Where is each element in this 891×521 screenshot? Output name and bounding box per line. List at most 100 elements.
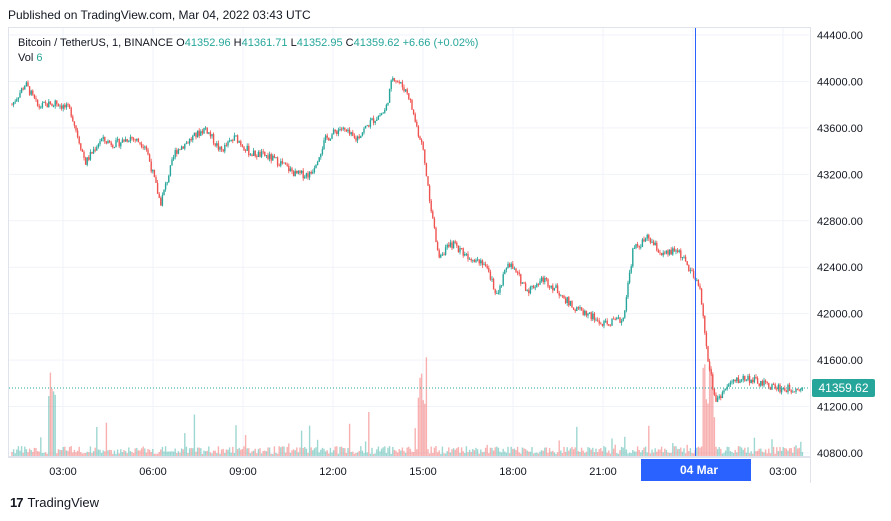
- candle-body: [244, 150, 247, 152]
- volume-bar: [513, 448, 516, 456]
- volume-bar: [732, 453, 735, 456]
- candle-body: [339, 128, 341, 130]
- volume-bar: [430, 446, 432, 456]
- volume-bar: [35, 448, 37, 456]
- volume-bar: [182, 449, 184, 456]
- candle-body: [134, 139, 136, 141]
- volume-bar: [208, 446, 210, 456]
- candle-body: [80, 143, 82, 150]
- volume-bar: [233, 453, 236, 456]
- volume-bar: [332, 450, 335, 456]
- current-price-badge: 41359.62: [812, 379, 875, 398]
- volume-bar: [33, 447, 36, 456]
- candle-body: [289, 168, 292, 172]
- volume-bar: [249, 453, 252, 456]
- volume-bar: [467, 452, 469, 456]
- candle-body: [689, 270, 692, 272]
- candle-body: [593, 313, 596, 320]
- candle-body: [705, 332, 708, 347]
- candle-body: [449, 242, 452, 247]
- candle-body: [275, 157, 277, 159]
- published-note: Published on TradingView.com, Mar 04, 20…: [8, 8, 311, 22]
- volume-bar: [763, 452, 765, 456]
- y-tick-label: 42800.00: [817, 216, 863, 228]
- volume-bar: [480, 449, 482, 456]
- candle-body: [464, 253, 466, 256]
- volume-bar: [166, 451, 168, 456]
- candle-body: [728, 384, 730, 387]
- price-axis[interactable]: [810, 27, 880, 483]
- volume-bar: [313, 448, 316, 456]
- volume-bar: [632, 449, 634, 456]
- volume-bar: [553, 452, 556, 456]
- volume-bar: [478, 453, 480, 456]
- candle-body: [668, 249, 671, 255]
- volume-bar: [352, 451, 354, 456]
- candle-body: [240, 141, 242, 146]
- candle-body: [784, 388, 786, 391]
- volume-bar: [172, 451, 175, 456]
- candle-body: [371, 118, 373, 121]
- candle-body: [17, 97, 20, 100]
- candle-body: [761, 380, 764, 386]
- crosshair-date: 04 Mar '22: [663, 463, 719, 499]
- candle-body: [315, 165, 317, 168]
- volume-bar: [305, 448, 308, 456]
- candle-body: [286, 164, 288, 166]
- candle-body: [657, 250, 660, 253]
- candle-body: [236, 135, 239, 143]
- low-value: 41352.95: [296, 37, 343, 49]
- candle-body: [72, 116, 74, 122]
- volume-bar: [604, 447, 607, 456]
- candle-body: [491, 278, 493, 280]
- candle-body: [542, 277, 544, 283]
- candle-body: [603, 321, 605, 326]
- candle-body: [560, 295, 562, 297]
- candle-body: [675, 250, 677, 252]
- candle-body: [49, 101, 52, 104]
- volume-bar: [131, 451, 133, 456]
- candle-body: [396, 80, 399, 82]
- candle-body: [516, 271, 519, 273]
- candle-body: [635, 244, 637, 248]
- candle-body: [364, 126, 367, 129]
- candle-body: [536, 283, 538, 288]
- candle-body: [136, 138, 138, 141]
- volume-bar: [70, 446, 72, 456]
- candle-body: [323, 140, 325, 150]
- candle-body: [112, 145, 114, 148]
- volume-bar: [755, 451, 757, 456]
- candle-body: [52, 106, 55, 107]
- volume-bar: [283, 446, 285, 456]
- volume-bar: [622, 447, 624, 456]
- volume-bar: [222, 448, 224, 456]
- candle-body: [272, 155, 274, 161]
- volume-bar: [742, 449, 744, 456]
- chart-pane[interactable]: [8, 27, 810, 457]
- candle-body: [312, 171, 314, 174]
- volume-bar: [209, 452, 212, 456]
- candle-body: [577, 307, 580, 309]
- volume-bar: [272, 453, 274, 456]
- volume-bar: [673, 446, 676, 456]
- candle-body: [444, 247, 447, 255]
- volume-bar: [296, 447, 298, 456]
- candle-body: [608, 324, 610, 326]
- candle-body: [752, 379, 754, 383]
- candle-body: [404, 89, 407, 92]
- y-tick-label: 41600.00: [817, 355, 863, 367]
- candle-body: [584, 310, 586, 315]
- footer-brand[interactable]: 17 TradingView: [10, 495, 99, 510]
- candle-body: [105, 141, 108, 144]
- volume-bar: [681, 451, 684, 456]
- volume-bar: [568, 450, 570, 456]
- candle-body: [632, 248, 634, 267]
- candle-body: [59, 105, 61, 107]
- candle-body: [267, 155, 269, 159]
- candle-body: [28, 86, 31, 95]
- time-axis[interactable]: [8, 457, 810, 483]
- volume-bar: [206, 450, 208, 456]
- candle-body: [476, 259, 479, 261]
- volume-bar: [227, 449, 229, 456]
- volume-bar: [219, 453, 221, 456]
